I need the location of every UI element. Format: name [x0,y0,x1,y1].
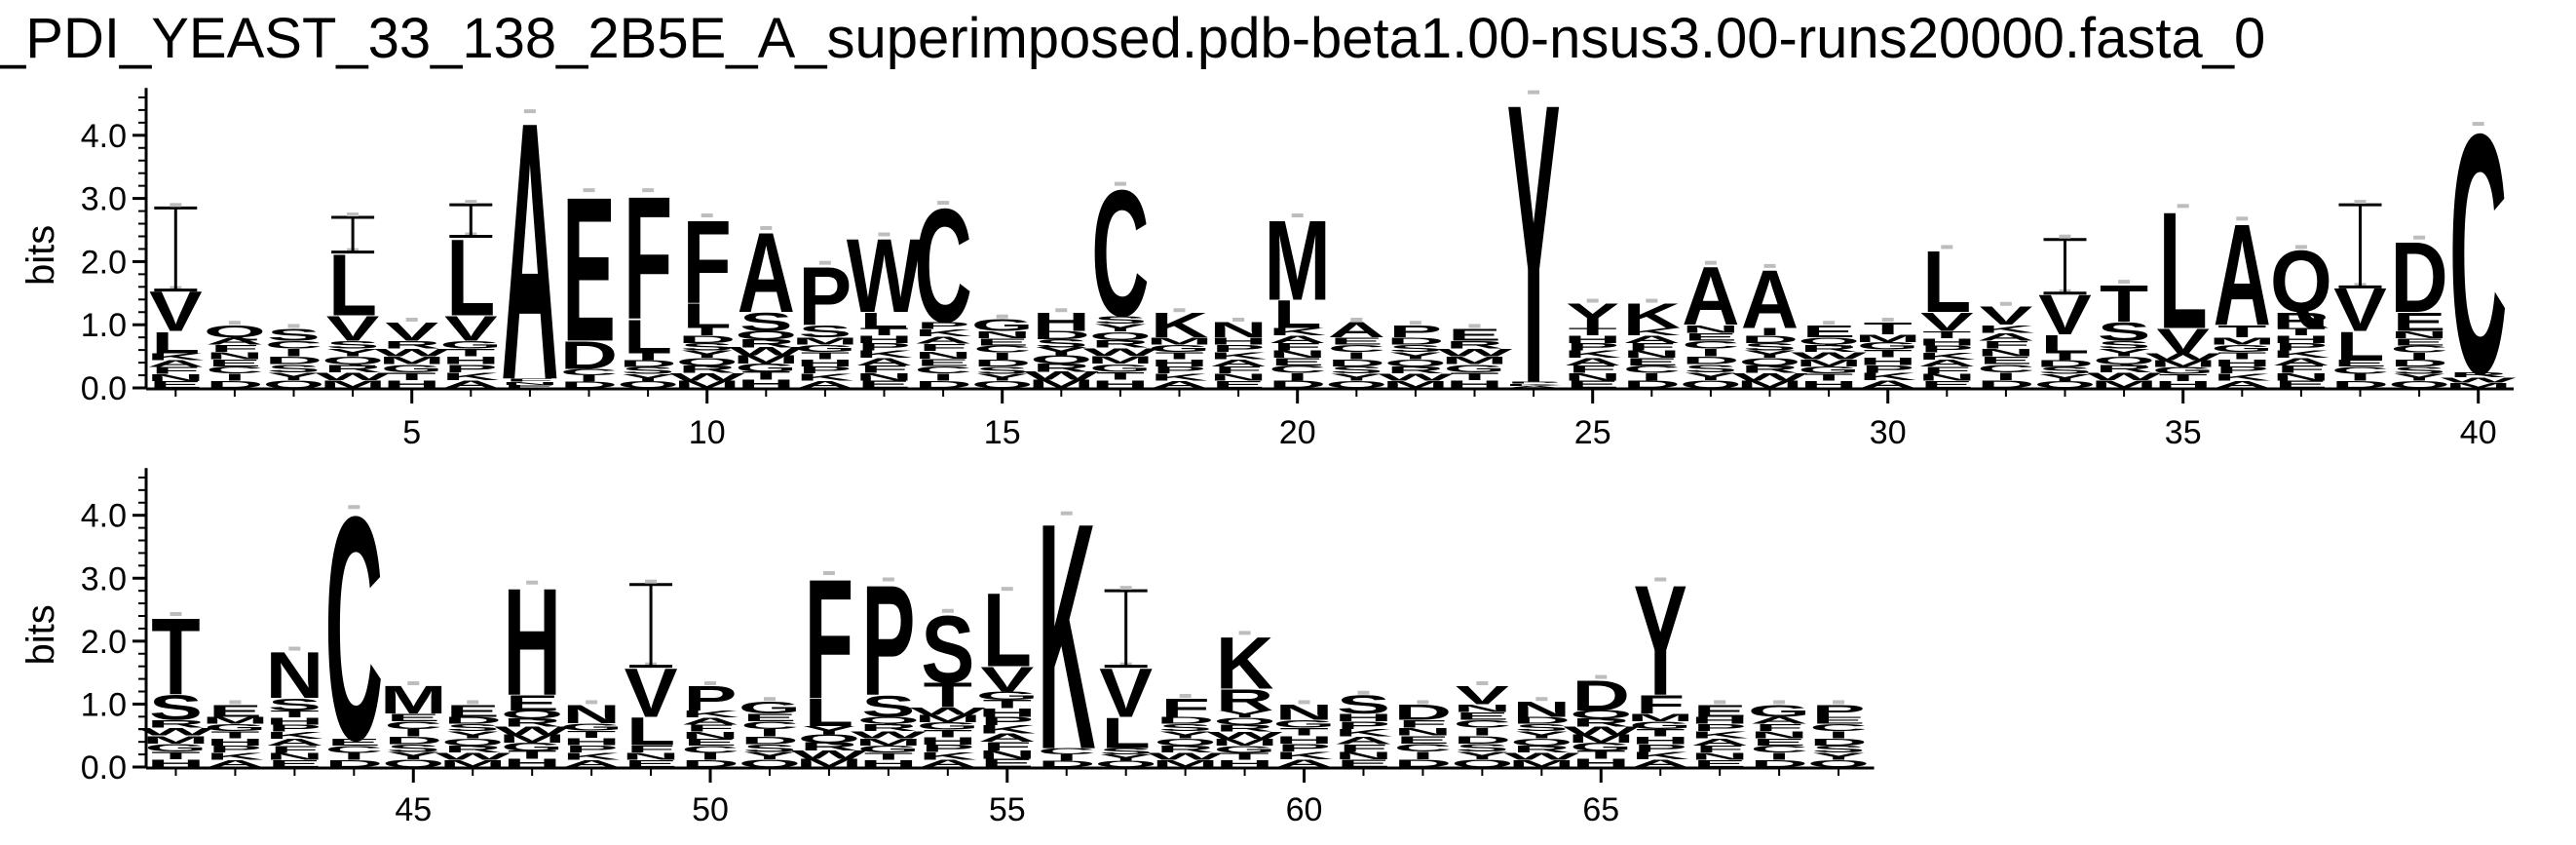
x-tick-label: 35 [2165,414,2202,451]
x-tick-label: 10 [689,414,726,451]
x-tick-label: 5 [402,414,421,451]
logo-top-letter: Y [1566,297,1619,336]
logo-column-33: QYSDILV [2034,237,2097,390]
x-tick-label: 20 [1279,414,1316,451]
logo-column-39: QYSDICENED [2388,220,2450,390]
logo-column-31: ENFAKPHTVL [1918,234,1976,391]
logo-column-19: ENFAKPHN [1209,318,1267,390]
logo-column-2: DICENFAQ [204,322,266,391]
logo-column-37: ENFAKPHTRQ [2270,234,2332,391]
logo-top-letter: A [501,45,558,457]
y-tick-label: 1.0 [81,307,127,344]
logo-top-letter: C [2449,63,2507,445]
logo-column-36: AKPHTGMTA [2209,194,2275,390]
logo-column-24: AKPY [1504,20,1562,467]
y-tick-label: 3.0 [81,181,127,218]
logo-column-40: MWRC [2441,63,2516,445]
x-tick-label: 15 [984,414,1021,451]
logo-column-20: DICENFAKLM [1265,198,1331,390]
logo-column-23: HTGMWRE [1437,325,1513,390]
logo-top-letter: Y [1507,20,1561,467]
y-tick-label: 0.0 [81,370,127,407]
logo-column-17: HTGMWRQYSC [1082,154,1158,390]
logo-column-26: DICENFAKK [1623,297,1682,391]
y-tick-label: 4.0 [81,118,127,155]
logo-column-25: ENFAKPHTY [1564,297,1621,391]
x-tick-label: 25 [1574,414,1611,451]
logo-column-6: AKPHTGVL [439,202,502,390]
logo-top-letter: K [1623,297,1682,336]
logo-column-9: QYSDILF [617,159,679,390]
logo-column-1: ENFAKLV [147,205,205,390]
logo-column-5: HTGMWRV [374,317,450,390]
y-tick-label: 2.0 [81,244,127,281]
y-axis-label: bits [19,225,62,286]
x-tick-label: 30 [1870,414,1907,451]
logo-column-38: DICELV [2331,202,2389,390]
logo-top-letter: K [1151,306,1209,345]
logo-column-8: DICDE [560,154,618,390]
logo-column-29: HTGMWRQE [1791,322,1868,391]
logo-column-11: HTGMWRQSA [729,211,805,391]
